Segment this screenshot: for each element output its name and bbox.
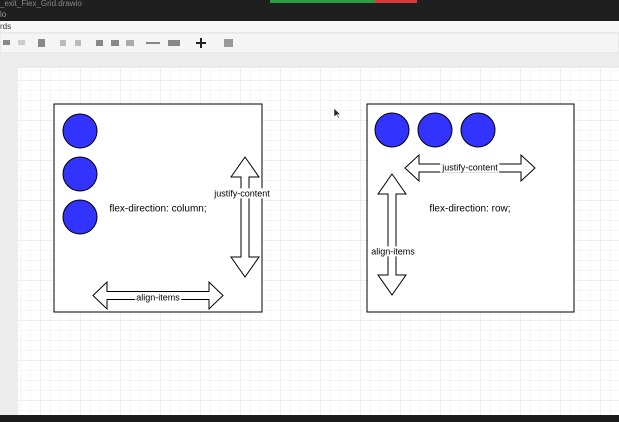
status-green: [270, 0, 375, 3]
direction-label: flex-direction: row;: [429, 204, 510, 215]
flex-item[interactable]: [417, 112, 453, 148]
status-red: [375, 0, 417, 3]
label-background: [370, 246, 417, 257]
direction-label: flex-direction: column;: [109, 204, 206, 215]
flex-item[interactable]: [460, 112, 496, 148]
menu-text[interactable]: lo: [0, 10, 7, 19]
axis-label: align-items: [371, 246, 415, 256]
axis-label: justify-content: [441, 162, 498, 172]
double-arrow[interactable]: [377, 173, 407, 296]
toolbar: [0, 32, 619, 54]
flex-item[interactable]: [62, 156, 98, 192]
toolbar-icons[interactable]: [3, 38, 233, 48]
label-background: [212, 188, 272, 199]
mouse-cursor: [333, 107, 342, 119]
label-background: [135, 292, 182, 303]
axis-label: justify-content: [213, 188, 270, 198]
tab-bar: [0, 21, 619, 33]
tab-text[interactable]: rds: [0, 22, 11, 31]
double-arrow[interactable]: [230, 156, 260, 278]
flex-item[interactable]: [374, 112, 410, 148]
window-title: _exit_Flex_Grid.drawio: [0, 0, 82, 8]
flex-item[interactable]: [62, 113, 98, 149]
label-background: [440, 162, 500, 173]
axis-label: align-items: [136, 292, 180, 302]
flex-item[interactable]: [62, 199, 98, 235]
bottom-bar: [0, 415, 619, 422]
